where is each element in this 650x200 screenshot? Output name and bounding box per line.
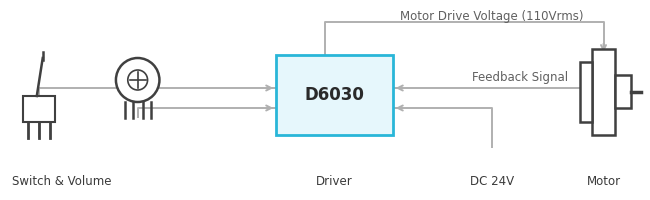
Circle shape bbox=[128, 70, 148, 90]
Circle shape bbox=[116, 58, 159, 102]
Text: Feedback Signal: Feedback Signal bbox=[472, 72, 568, 84]
Text: Motor Drive Voltage (110Vrms): Motor Drive Voltage (110Vrms) bbox=[400, 10, 584, 23]
Bar bbox=[616, 75, 631, 108]
Bar bbox=[23, 96, 55, 122]
Text: Driver: Driver bbox=[316, 175, 353, 188]
Bar bbox=[580, 62, 592, 122]
Text: Motor: Motor bbox=[586, 175, 621, 188]
Text: Switch & Volume: Switch & Volume bbox=[12, 175, 111, 188]
Text: D6030: D6030 bbox=[305, 86, 365, 104]
FancyBboxPatch shape bbox=[276, 55, 393, 135]
Text: DC 24V: DC 24V bbox=[470, 175, 514, 188]
Bar bbox=[592, 49, 616, 135]
